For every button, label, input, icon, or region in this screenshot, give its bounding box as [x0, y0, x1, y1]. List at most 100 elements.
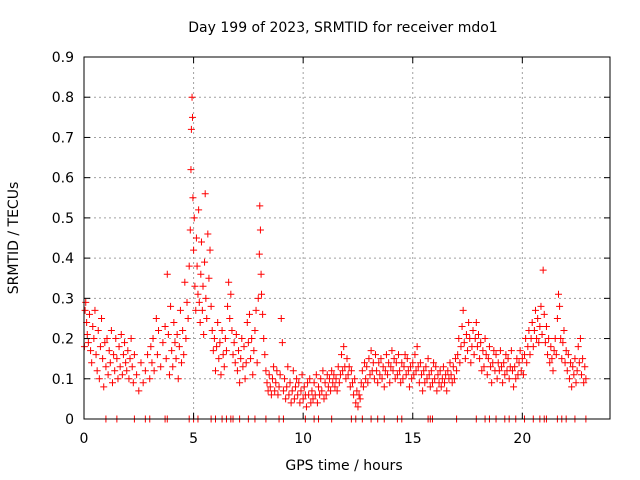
data-point	[217, 371, 225, 379]
data-point	[163, 270, 171, 278]
data-point	[274, 391, 282, 399]
data-point	[275, 383, 283, 391]
data-point	[481, 335, 489, 343]
data-point	[149, 335, 157, 343]
data-point	[333, 387, 341, 395]
data-point	[450, 375, 458, 383]
data-point	[507, 347, 515, 355]
data-point	[243, 318, 251, 326]
data-point	[356, 395, 364, 403]
data-point	[492, 351, 500, 359]
data-point	[107, 327, 115, 335]
data-point	[304, 379, 312, 387]
data-point	[104, 371, 112, 379]
data-point	[297, 387, 305, 395]
data-point	[87, 347, 95, 355]
data-point	[562, 347, 570, 355]
data-point	[150, 367, 158, 375]
y-tick-label: 0.8	[52, 90, 74, 106]
y-tick-label: 0	[65, 412, 74, 428]
data-point	[410, 371, 418, 379]
data-point	[170, 318, 178, 326]
data-point	[190, 246, 198, 254]
data-point	[409, 359, 417, 367]
data-point	[354, 403, 362, 411]
data-point	[203, 314, 211, 322]
data-point	[473, 343, 481, 351]
data-point	[538, 331, 546, 339]
data-point	[564, 351, 572, 359]
data-point	[183, 298, 191, 306]
data-point	[541, 339, 549, 347]
data-point	[130, 351, 138, 359]
data-point	[157, 363, 165, 371]
data-point	[178, 359, 186, 367]
y-tick-label: 0.6	[52, 171, 74, 187]
data-point	[351, 375, 359, 383]
data-point	[340, 343, 348, 351]
x-tick-label: 0	[80, 431, 89, 447]
data-point	[320, 395, 328, 403]
data-point	[129, 379, 137, 387]
data-point	[117, 331, 125, 339]
data-point	[560, 327, 568, 335]
data-point	[518, 355, 526, 363]
data-point	[260, 335, 268, 343]
data-point	[568, 383, 576, 391]
data-point	[557, 335, 565, 343]
data-point	[200, 331, 208, 339]
data-point	[479, 347, 487, 355]
data-point	[289, 367, 297, 375]
data-point	[526, 351, 534, 359]
data-point	[465, 318, 473, 326]
data-point	[458, 322, 466, 330]
data-point	[174, 375, 182, 383]
data-point	[100, 383, 108, 391]
data-point	[478, 367, 486, 375]
data-point	[266, 383, 274, 391]
data-point	[575, 359, 583, 367]
data-point	[554, 290, 562, 298]
data-point	[322, 391, 330, 399]
data-point	[437, 383, 445, 391]
data-point	[127, 335, 135, 343]
data-point	[202, 294, 210, 302]
data-point	[123, 367, 131, 375]
data-point	[214, 318, 222, 326]
data-point	[433, 387, 441, 395]
data-point	[428, 379, 436, 387]
data-point	[192, 306, 200, 314]
data-point	[278, 339, 286, 347]
data-point	[181, 278, 189, 286]
y-tick-label: 0.1	[52, 372, 74, 388]
data-point	[195, 206, 203, 214]
data-point	[528, 318, 536, 326]
data-point	[423, 375, 431, 383]
data-point	[204, 230, 212, 238]
data-point	[373, 367, 381, 375]
data-point	[323, 371, 331, 379]
data-point	[312, 371, 320, 379]
data-point	[501, 371, 509, 379]
data-point	[281, 375, 289, 383]
data-point	[93, 367, 101, 375]
data-point	[270, 363, 278, 371]
y-axis-label: SRMTID / TECUs	[6, 182, 22, 295]
data-point	[254, 294, 262, 302]
data-point	[210, 335, 218, 343]
data-point	[101, 339, 109, 347]
data-point	[387, 363, 395, 371]
y-tick-label: 0.4	[52, 251, 74, 267]
data-point	[339, 367, 347, 375]
gridlines	[84, 57, 610, 419]
data-point	[256, 202, 264, 210]
data-point	[236, 379, 244, 387]
data-point	[498, 363, 506, 371]
data-point	[188, 113, 196, 121]
data-point	[116, 363, 124, 371]
data-point	[231, 359, 239, 367]
data-point	[89, 322, 97, 330]
data-point	[277, 314, 285, 322]
data-point	[488, 379, 496, 387]
data-point	[329, 379, 337, 387]
